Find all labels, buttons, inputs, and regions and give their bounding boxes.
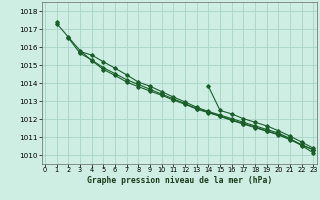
X-axis label: Graphe pression niveau de la mer (hPa): Graphe pression niveau de la mer (hPa) [87,176,272,185]
